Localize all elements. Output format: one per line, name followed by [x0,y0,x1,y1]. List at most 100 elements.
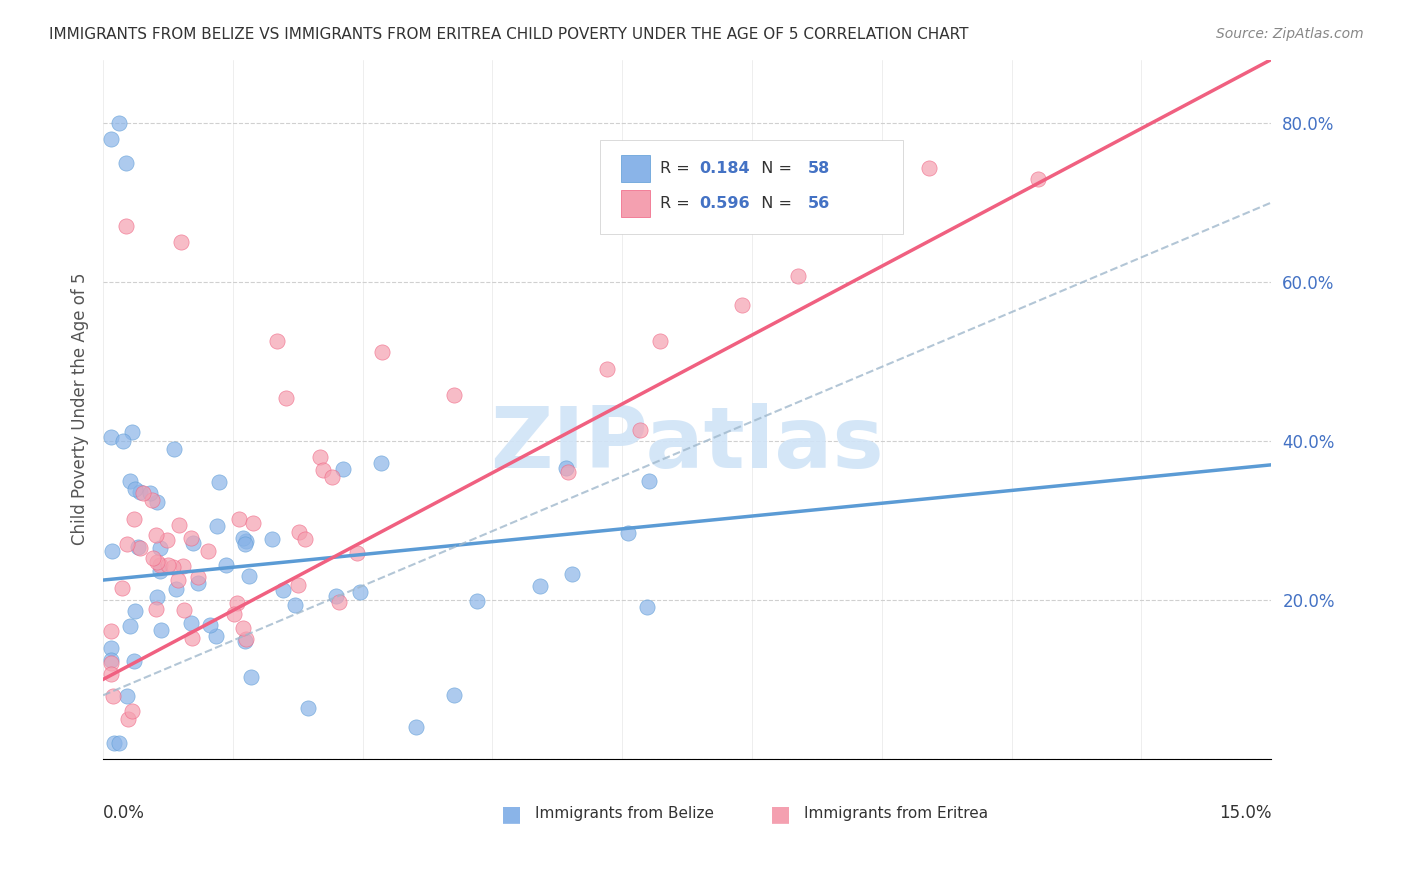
Text: 56: 56 [807,196,830,211]
Immigrants from Eritrea [100,657,122,671]
Immigrants from Belize [180,615,202,630]
Immigrants from Eritrea [595,362,617,376]
Immigrants from Belize [108,736,131,750]
Text: Immigrants from Eritrea: Immigrants from Eritrea [804,806,988,822]
Immigrants from Eritrea [110,581,132,595]
Immigrants from Eritrea [443,388,465,402]
Text: N =: N = [751,161,797,177]
Immigrants from Eritrea [242,516,264,530]
Immigrants from Belize [183,535,205,549]
Immigrants from Eritrea [156,533,179,547]
Text: IMMIGRANTS FROM BELIZE VS IMMIGRANTS FROM ERITREA CHILD POVERTY UNDER THE AGE OF: IMMIGRANTS FROM BELIZE VS IMMIGRANTS FRO… [49,27,969,42]
Immigrants from Belize [325,589,347,603]
Immigrants from Belize [124,482,146,496]
Immigrants from Eritrea [117,712,139,726]
Immigrants from Belize [555,460,578,475]
Immigrants from Eritrea [167,574,190,588]
Immigrants from Belize [121,425,143,440]
Immigrants from Belize [235,534,257,549]
Immigrants from Eritrea [197,544,219,558]
Immigrants from Belize [163,442,186,456]
Immigrants from Eritrea [149,558,172,573]
Immigrants from Belize [115,156,138,170]
Immigrants from Belize [617,525,640,540]
Immigrants from Eritrea [557,465,579,479]
Y-axis label: Child Poverty Under the Age of 5: Child Poverty Under the Age of 5 [72,273,89,546]
Immigrants from Belize [118,619,141,633]
Immigrants from Eritrea [321,470,343,484]
Immigrants from Belize [262,532,284,546]
Text: N =: N = [751,196,797,211]
Immigrants from Belize [101,543,124,558]
Text: 0.596: 0.596 [699,196,749,211]
Immigrants from Belize [103,736,125,750]
Immigrants from Belize [129,485,152,500]
Immigrants from Eritrea [786,268,808,283]
Immigrants from Belize [118,474,141,488]
FancyBboxPatch shape [599,140,903,235]
Immigrants from Eritrea [100,666,122,681]
Immigrants from Belize [115,689,138,703]
Immigrants from Belize [165,582,187,596]
Immigrants from Eritrea [346,546,368,560]
Immigrants from Eritrea [141,492,163,507]
Immigrants from Belize [208,475,231,489]
Immigrants from Eritrea [650,334,672,349]
Text: 0.184: 0.184 [699,161,749,177]
Immigrants from Belize [215,558,238,572]
Immigrants from Belize [139,486,162,500]
Immigrants from Eritrea [187,570,209,584]
Immigrants from Eritrea [918,161,941,175]
Immigrants from Belize [149,564,172,578]
Immigrants from Belize [297,701,319,715]
Immigrants from Belize [100,132,122,146]
Immigrants from Belize [149,541,172,555]
Text: 15.0%: 15.0% [1219,805,1271,822]
Immigrants from Belize [127,540,149,554]
Immigrants from Eritrea [146,555,169,569]
Immigrants from Belize [233,537,256,551]
Immigrants from Eritrea [170,235,193,250]
Immigrants from Belize [100,640,122,655]
Text: Immigrants from Belize: Immigrants from Belize [536,806,714,822]
Text: Source: ZipAtlas.com: Source: ZipAtlas.com [1216,27,1364,41]
Immigrants from Eritrea [266,334,288,349]
Immigrants from Belize [370,456,392,470]
Immigrants from Belize [238,568,260,582]
Immigrants from Belize [443,688,465,702]
Immigrants from Eritrea [115,219,138,234]
Immigrants from Belize [529,579,551,593]
Immigrants from Belize [150,623,173,637]
Immigrants from Eritrea [162,560,184,574]
Immigrants from Eritrea [228,512,250,526]
Immigrants from Belize [465,594,488,608]
Immigrants from Belize [271,583,294,598]
Text: R =: R = [661,161,695,177]
Immigrants from Eritrea [309,450,332,465]
Immigrants from Eritrea [100,624,122,638]
Immigrants from Eritrea [235,632,257,646]
Immigrants from Belize [349,584,371,599]
Immigrants from Eritrea [132,486,155,500]
Immigrants from Eritrea [129,541,152,555]
Immigrants from Eritrea [142,551,165,566]
Immigrants from Belize [284,598,307,612]
Immigrants from Belize [100,653,122,667]
Immigrants from Belize [145,591,167,605]
Immigrants from Eritrea [276,392,298,406]
FancyBboxPatch shape [620,190,650,217]
Immigrants from Eritrea [157,558,180,572]
Immigrants from Eritrea [287,524,309,539]
Immigrants from Eritrea [167,518,190,533]
Immigrants from Eritrea [145,602,167,616]
Immigrants from Belize [146,495,169,509]
Immigrants from Eritrea [328,595,350,609]
Immigrants from Belize [100,430,122,444]
Immigrants from Belize [198,617,221,632]
Immigrants from Belize [107,116,129,130]
Immigrants from Eritrea [115,537,138,551]
Text: 0.0%: 0.0% [103,805,145,822]
Immigrants from Eritrea [312,463,335,477]
Immigrants from Eritrea [172,558,194,573]
Immigrants from Belize [124,604,146,618]
